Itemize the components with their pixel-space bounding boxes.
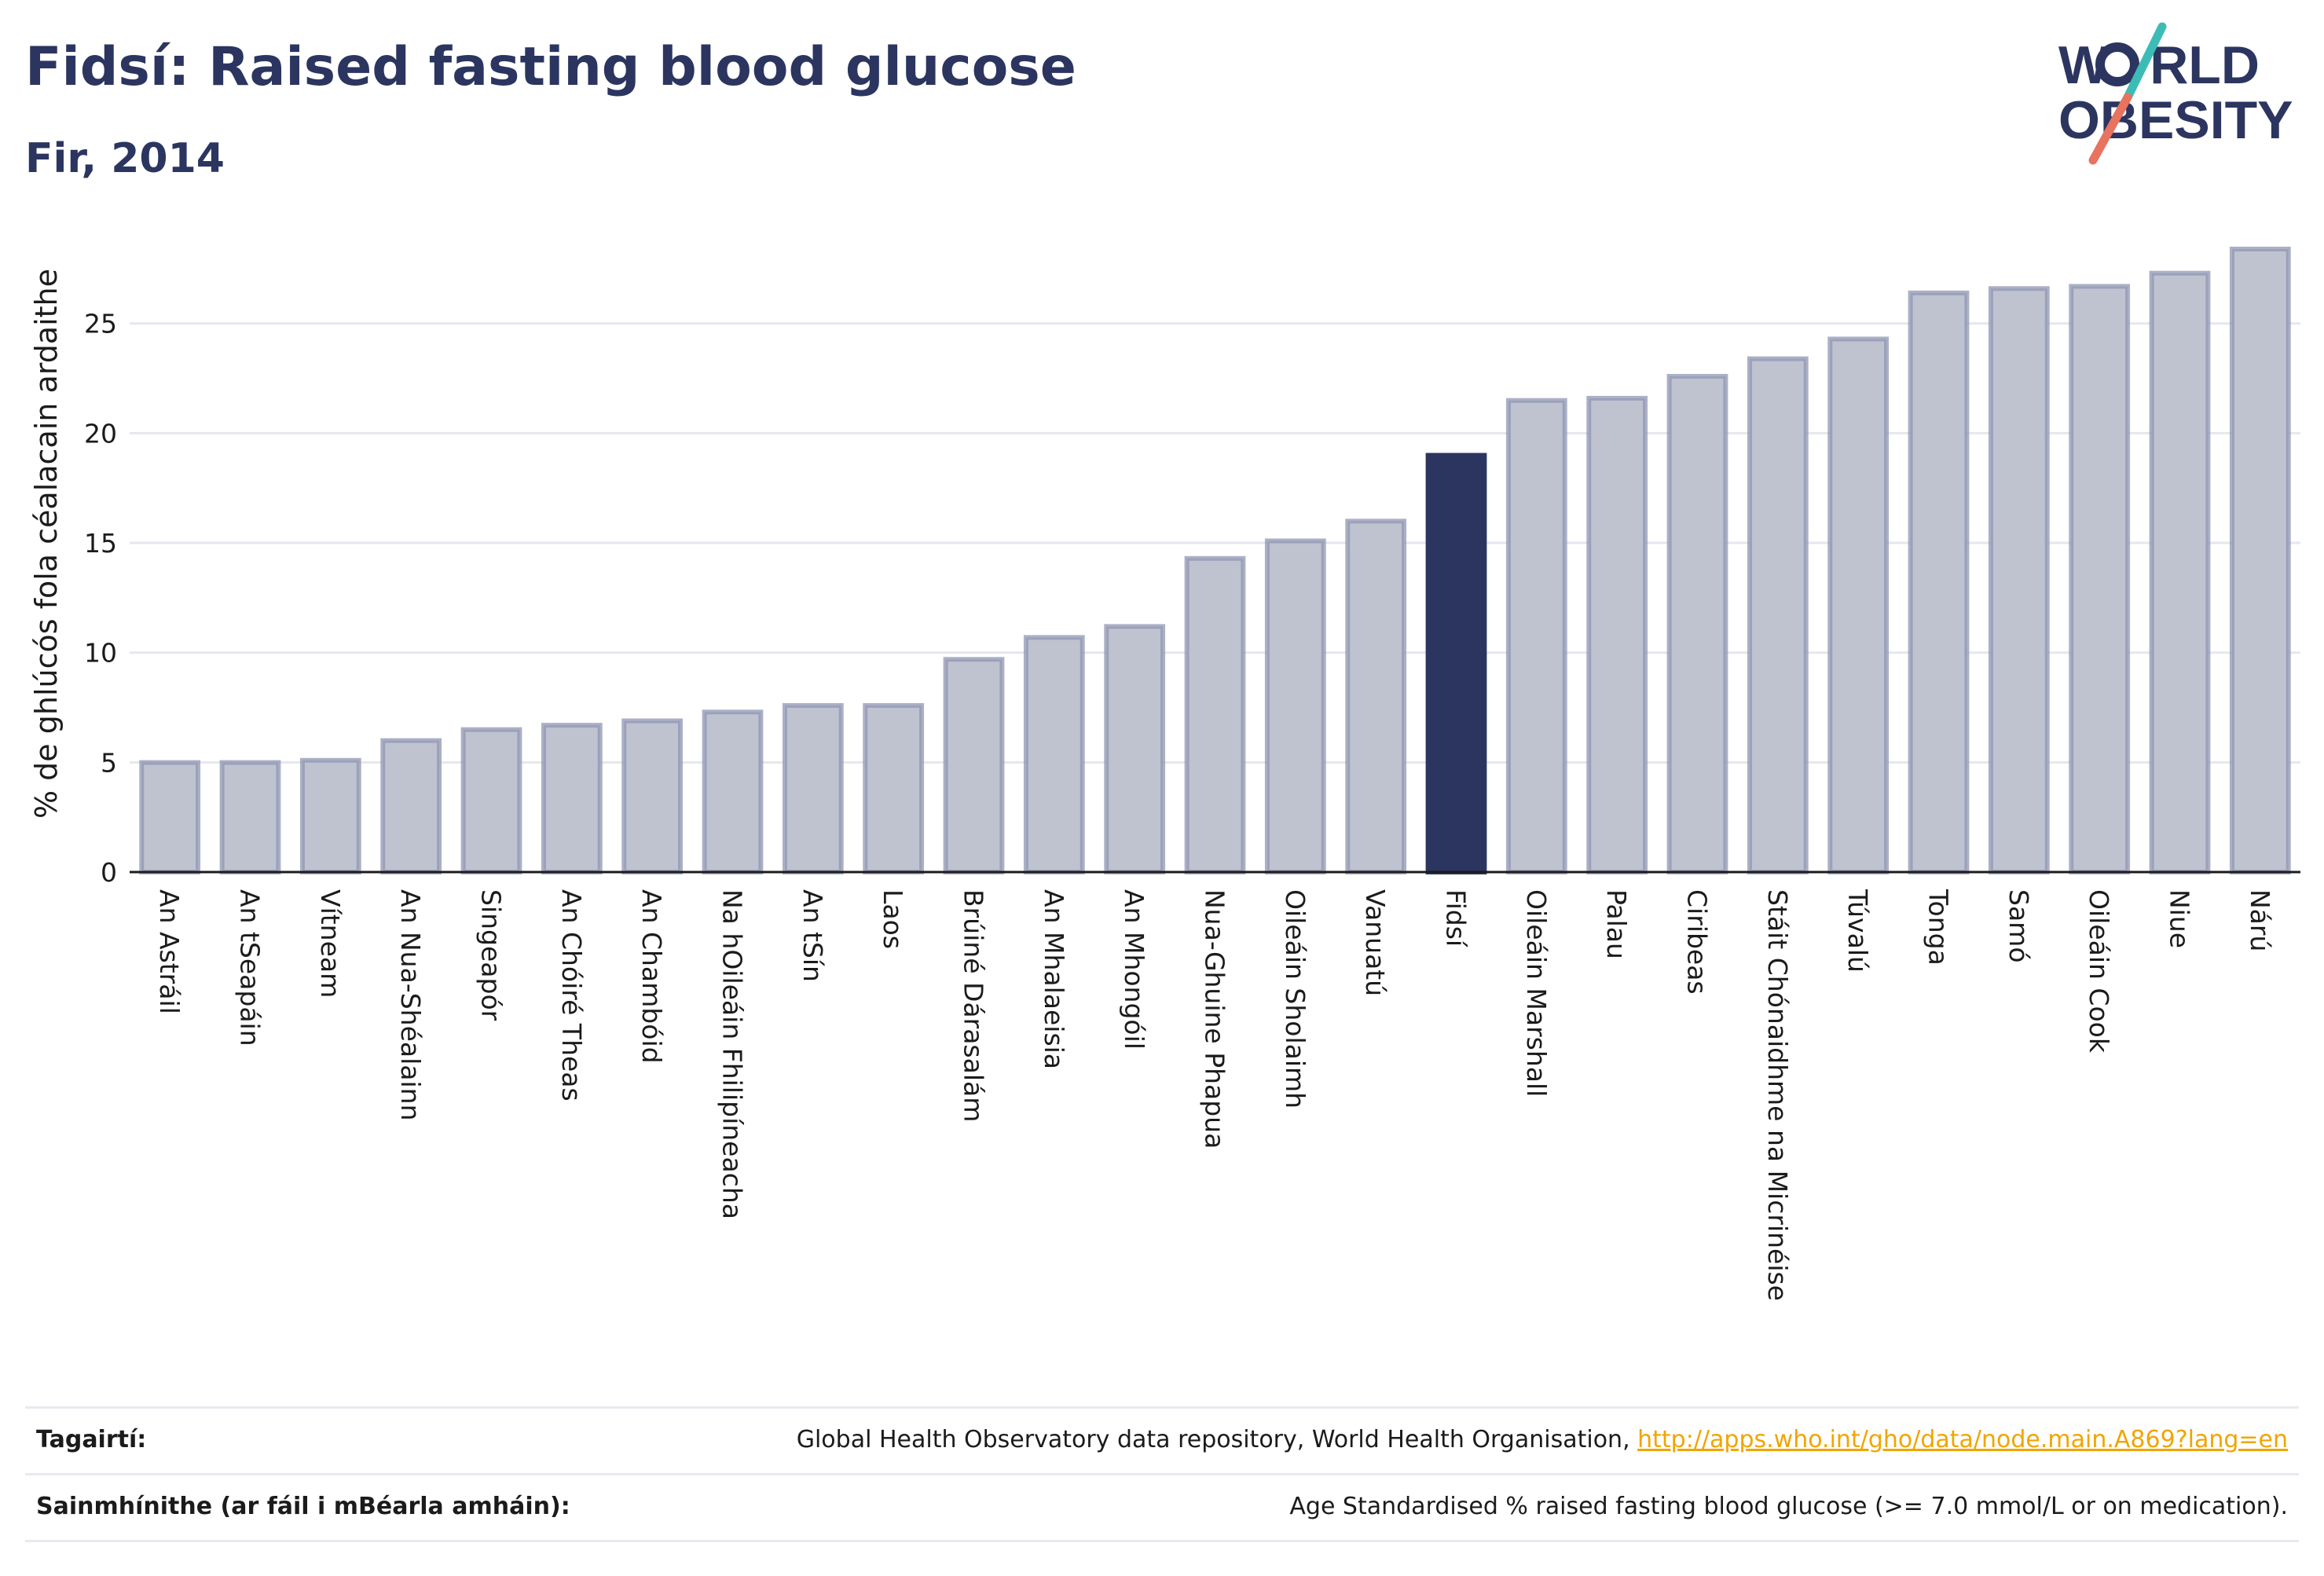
chart-title: Fidsí: Raised fasting blood glucose (25, 36, 1076, 98)
logo-o-ring (2095, 42, 2139, 86)
x-tick-label: An tSín (797, 889, 828, 982)
bar (1747, 356, 1809, 875)
y-tick-label: 10 (84, 638, 117, 669)
bar (219, 760, 281, 874)
bar-highlight (1425, 453, 1487, 874)
y-tick-label: 20 (84, 418, 117, 449)
bar (1184, 555, 1246, 874)
x-tick-label: An Astráil (154, 889, 185, 1014)
y-tick-label: 5 (101, 747, 117, 778)
x-tick-label: An Nua-Shéalainn (395, 889, 426, 1121)
bar (460, 727, 522, 874)
bar (1908, 290, 1970, 874)
x-tick-label: Túvalú (1842, 889, 1873, 973)
bar (1666, 373, 1728, 874)
x-tick-label: An Mhalaeisia (1039, 889, 1069, 1069)
y-tick-label: 15 (84, 528, 117, 559)
x-tick-label: Samó (2003, 889, 2034, 963)
bar (943, 657, 1005, 875)
logo-slash-bottom (2088, 93, 2132, 165)
bar (782, 702, 844, 874)
x-tick-label: Vítneam (315, 889, 346, 998)
bar (2149, 270, 2211, 875)
x-tick-label: Fidsí (1441, 889, 1472, 948)
bar (1505, 398, 1567, 875)
references-row: Tagairtí: Global Health Observatory data… (25, 1406, 2299, 1473)
world-obesity-logo: W RLD OBESITY (2058, 22, 2293, 165)
bar-chart: 0 5 10 15 20 25 An Astráil An tSeapáin Vítneam An… (29, 246, 2300, 1301)
x-tick-label: Vanuatú (1360, 889, 1391, 996)
x-tick-label: Palau (1601, 889, 1632, 959)
x-tick-label: Tonga (1923, 889, 1954, 966)
x-tick-label: Oileáin Marshall (1521, 889, 1552, 1097)
bar (1586, 395, 1648, 874)
x-tick-label: Stáit Chónaidhme na Micrinéise (1762, 889, 1793, 1301)
bar (299, 757, 361, 874)
bar (863, 702, 925, 874)
x-tick-label: An Chóiré Theas (556, 889, 587, 1101)
x-tick-label: Nua-Ghuine Phapua (1200, 889, 1230, 1149)
x-tick-label: Oileáin Cook (2084, 889, 2114, 1054)
axes: 0 5 10 15 20 25 An Astráil An tSeapáin Vítneam An… (84, 309, 2300, 1301)
definitions-value: Age Standardised % raised fasting blood … (1289, 1493, 2288, 1520)
bar (1104, 624, 1166, 875)
logo-line2: OBESITY (2058, 90, 2293, 150)
x-tick-label: Na hOileáin Fhilipíneacha (717, 889, 748, 1219)
x-tick-label: Nárú (2245, 889, 2275, 951)
y-tick-label: 0 (101, 857, 117, 888)
bar (1264, 538, 1326, 875)
bar (1827, 336, 1890, 874)
bar (702, 709, 764, 875)
logo-slash-top (2123, 22, 2167, 102)
x-tick-label: An Mhongóil (1119, 889, 1149, 1050)
x-tick-label: Laos (878, 889, 908, 949)
bar (380, 738, 442, 874)
references-label: Tagairtí: (36, 1426, 147, 1453)
references-value: Global Health Observatory data repositor… (797, 1426, 2288, 1453)
y-axis-label: % de ghlúcós fola céalacain ardaithe (29, 269, 64, 819)
bar (139, 760, 201, 874)
references-panel: Tagairtí: Global Health Observatory data… (25, 1406, 2299, 1542)
x-tick-label: An tSeapáin (235, 889, 266, 1046)
bar (621, 718, 684, 875)
definitions-label: Sainmhínithe (ar fáil i mBéarla amháin): (36, 1493, 570, 1520)
definitions-row: Sainmhínithe (ar fáil i mBéarla amháin):… (25, 1473, 2299, 1542)
x-tick-label: Ciribeas (1682, 889, 1713, 995)
bar (1023, 635, 1085, 875)
x-tick-label: Singeapór (476, 889, 507, 1021)
bar (2229, 246, 2291, 874)
bar (1345, 519, 1407, 875)
chart-subtitle: Fir, 2014 (25, 135, 225, 182)
x-tick-label: Niue (2165, 889, 2195, 948)
bars (139, 246, 2291, 875)
x-tick-label: Brúiné Dárasalám (959, 889, 989, 1122)
references-source-text: Global Health Observatory data repositor… (796, 1426, 1638, 1453)
bar (2069, 284, 2131, 874)
bar (1988, 286, 2050, 874)
logo-line1-post: RLD (2150, 35, 2260, 95)
references-source-link[interactable]: http://apps.who.int/gho/data/node.main.A… (1637, 1426, 2288, 1453)
x-tick-label: An Chambóid (636, 889, 667, 1064)
x-tick-label: Oileáin Sholaimh (1280, 889, 1310, 1109)
y-tick-label: 25 (84, 309, 117, 339)
bar (541, 723, 603, 874)
